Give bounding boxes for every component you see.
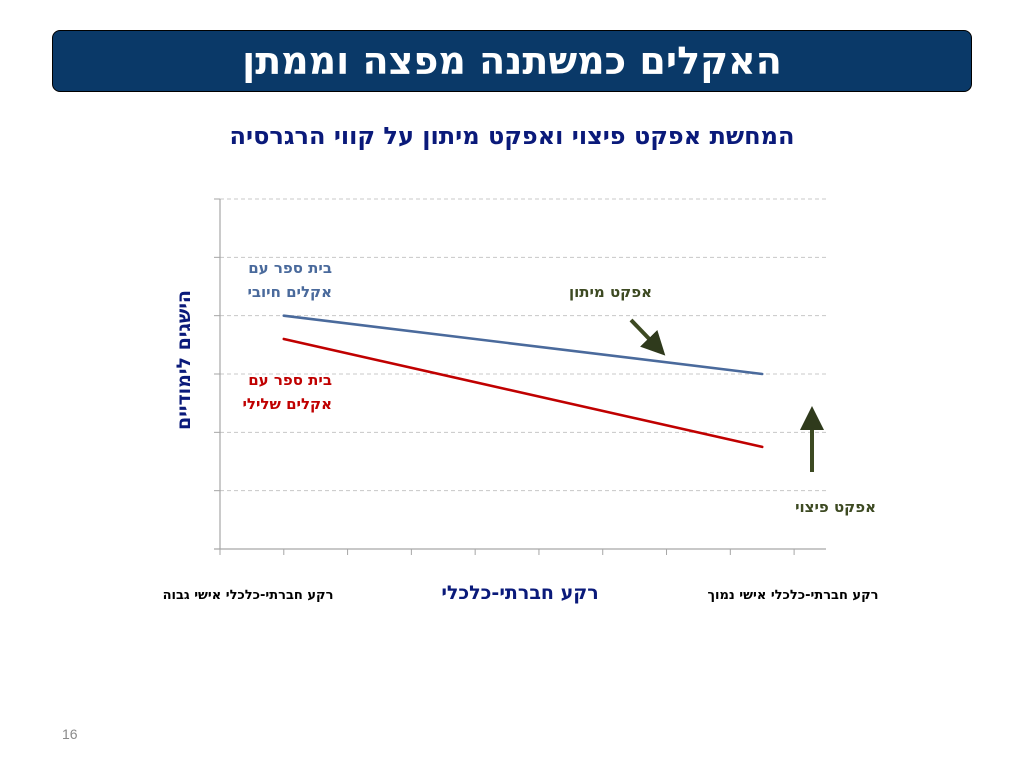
annotation-compensation: אפקט פיצוי (795, 498, 876, 516)
slide-title: האקלים כמשתנה מפצה וממתן (242, 39, 782, 83)
regression-line-positive (282, 314, 764, 376)
page-number: 16 (62, 726, 78, 742)
series-label-positive: בית ספר עם אקלים חיובי (247, 259, 332, 301)
y-axis-label: הישגים לימודיים (173, 290, 195, 430)
regression-line-negative (282, 337, 764, 449)
x-end-label-low: רקע חברתי-כלכלי אישי נמוך (707, 588, 879, 603)
moderation-arrow-icon (629, 318, 666, 356)
slide-subtitle: המחשת אפקט פיצוי ואפקט מיתון על קווי הרג… (229, 122, 795, 150)
x-end-label-high: רקע חברתי-כלכלי אישי גבוה (162, 588, 334, 603)
annotation-moderation: אפקט מיתון (568, 283, 652, 301)
title-banner: האקלים כמשתנה מפצה וממתן (52, 30, 972, 92)
series-label-negative: בית ספר עם אקלים שלילי (242, 371, 332, 413)
x-axis-label: רקע חברתי-כלכלי (441, 582, 599, 604)
